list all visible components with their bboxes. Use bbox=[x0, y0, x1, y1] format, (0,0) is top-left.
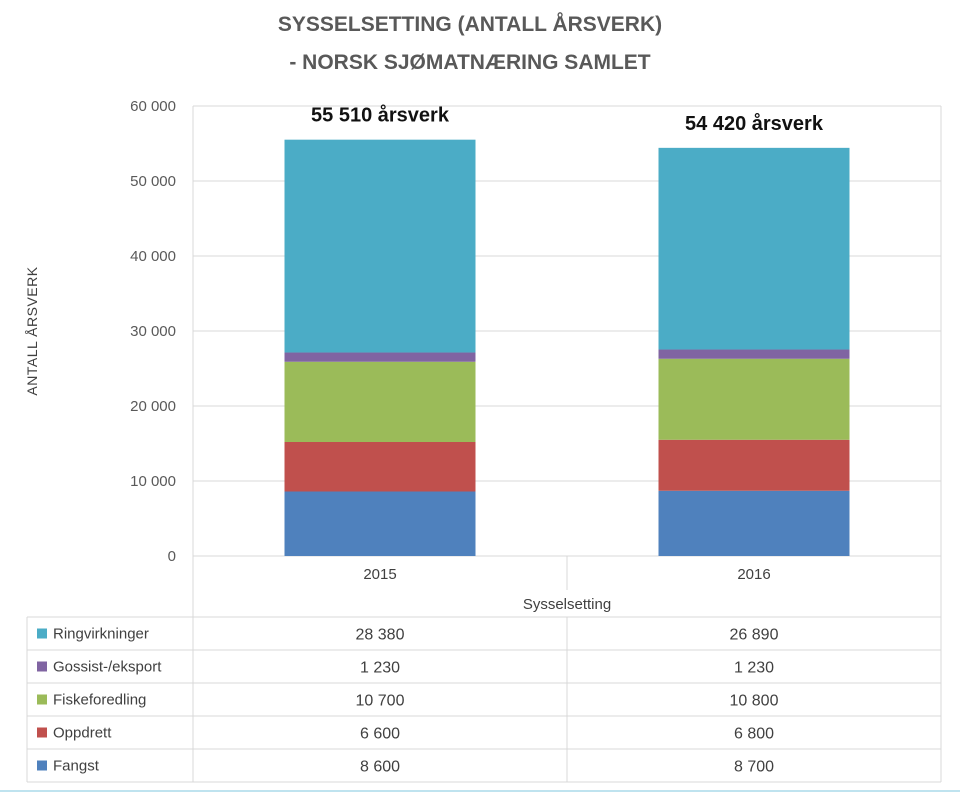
category-label-2015: 2015 bbox=[363, 566, 396, 583]
y-tick-label: 10 000 bbox=[130, 473, 176, 490]
table-cell: 10 700 bbox=[356, 693, 405, 710]
total-label-2015: 55 510 årsverk bbox=[311, 104, 450, 127]
legend-label: Ringvirkninger bbox=[53, 626, 149, 643]
bar-oppdrett-2015 bbox=[284, 442, 476, 492]
y-tick-label: 40 000 bbox=[130, 248, 176, 265]
y-tick-label: 0 bbox=[168, 548, 176, 565]
legend-key bbox=[37, 760, 47, 771]
legend-label: Gossist-/eksport bbox=[53, 659, 162, 676]
bar-fiskeforedling-2016 bbox=[658, 358, 850, 440]
bar-ringvirkninger-2015 bbox=[284, 139, 476, 353]
bar-ringvirkninger-2016 bbox=[658, 147, 850, 350]
bar-fiskeforedling-2015 bbox=[284, 361, 476, 442]
y-tick-labels: 0 10 000 20 000 30 000 40 000 50 000 60 000 bbox=[130, 98, 176, 565]
bars: 55 510 årsverk 2015 54 420 årsverk 2016 bbox=[284, 104, 850, 583]
table-cell: 1 230 bbox=[734, 660, 774, 677]
legend-label: Oppdrett bbox=[53, 725, 112, 742]
legend-label: Fangst bbox=[53, 758, 100, 775]
bar-oppdrett-2016 bbox=[658, 439, 850, 491]
chart-text: SYSSELSETTING (ANTALL ÅRSVERK) - NORSK S… bbox=[24, 12, 662, 613]
total-label-2016: 54 420 årsverk bbox=[685, 112, 824, 135]
y-tick-label: 50 000 bbox=[130, 173, 176, 190]
table-cell: 1 230 bbox=[360, 660, 400, 677]
y-tick-label: 30 000 bbox=[130, 323, 176, 340]
data-table: Ringvirkninger 28 380 26 890 Gossist-/ekspo… bbox=[26, 616, 942, 783]
y-tick-label: 60 000 bbox=[130, 98, 176, 115]
table-cell: 8 700 bbox=[734, 759, 774, 776]
legend-key bbox=[37, 628, 47, 639]
legend-key bbox=[37, 727, 47, 738]
table-cell: 8 600 bbox=[360, 759, 400, 776]
category-label-2016: 2016 bbox=[737, 566, 770, 583]
legend-key bbox=[37, 694, 47, 705]
legend-label: Fiskeforedling bbox=[53, 692, 146, 709]
bar-gossist-eksport-2015 bbox=[284, 352, 476, 362]
x-axis-label: Sysselsetting bbox=[523, 596, 611, 613]
y-axis-label: ANTALL ÅRSVERK bbox=[24, 266, 40, 395]
bar-fangst-2016 bbox=[658, 490, 850, 556]
table-cell: 10 800 bbox=[730, 693, 779, 710]
chart-title-line-1: SYSSELSETTING (ANTALL ÅRSVERK) bbox=[278, 12, 662, 36]
bar-gossist-eksport-2016 bbox=[658, 349, 850, 359]
table-cell: 28 380 bbox=[356, 627, 405, 644]
bar-fangst-2015 bbox=[284, 491, 476, 556]
legend-key bbox=[37, 661, 47, 672]
table-cell: 6 800 bbox=[734, 726, 774, 743]
table-cell: 6 600 bbox=[360, 726, 400, 743]
chart-title-line-2: - NORSK SJØMATNÆRING SAMLET bbox=[289, 51, 650, 74]
y-tick-label: 20 000 bbox=[130, 398, 176, 415]
table-cell: 26 890 bbox=[730, 627, 779, 644]
